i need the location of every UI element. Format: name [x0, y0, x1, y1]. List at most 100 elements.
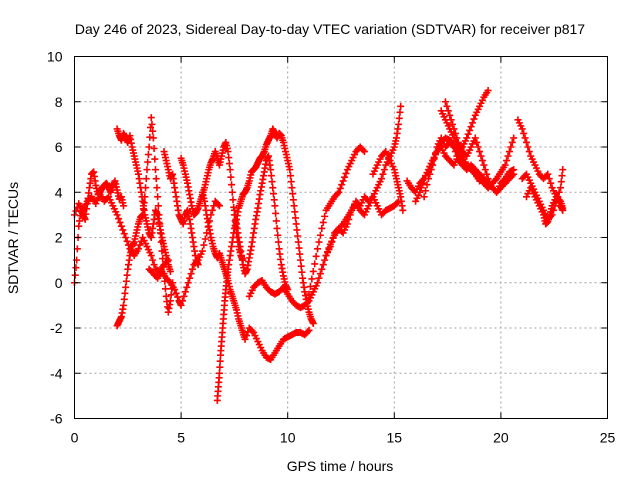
data-point: [158, 247, 166, 255]
data-point: [147, 114, 155, 122]
data-point: [559, 166, 567, 174]
data-point: [464, 130, 472, 138]
data-point: [292, 214, 300, 222]
data-point: [417, 184, 425, 192]
data-point: [312, 252, 320, 260]
data-point: [71, 271, 79, 279]
data-point: [521, 134, 529, 142]
data-point: [447, 116, 455, 124]
data-point: [167, 291, 175, 299]
data-point: [269, 190, 277, 198]
data-point: [224, 148, 232, 156]
data-point: [471, 134, 479, 142]
data-point: [177, 301, 185, 309]
data-point: [152, 166, 160, 174]
data-point: [201, 235, 209, 243]
data-point: [155, 211, 163, 219]
data-point: [308, 275, 316, 283]
data-point: [140, 199, 148, 207]
data-point: [547, 179, 555, 187]
x-axis-label: GPS time / hours: [287, 458, 394, 474]
data-point: [181, 288, 189, 296]
data-point: [139, 211, 147, 219]
x-tick-label: 15: [387, 430, 403, 446]
data-point: [524, 143, 532, 151]
data-point: [154, 202, 162, 210]
data-point: [342, 169, 350, 177]
data-point: [143, 166, 151, 174]
data-point: [139, 205, 147, 213]
data-point: [289, 190, 297, 198]
data-point: [289, 196, 297, 204]
x-tick-label: 25: [600, 430, 616, 446]
data-point: [287, 172, 295, 180]
x-tick-label: 5: [177, 430, 185, 446]
data-series: [71, 86, 567, 404]
data-point: [341, 173, 349, 181]
data-point: [272, 217, 280, 225]
data-point: [270, 196, 278, 204]
data-point: [156, 229, 164, 237]
data-point: [429, 161, 437, 169]
series-arc-13: [322, 102, 405, 260]
data-point: [228, 188, 236, 196]
data-point: [226, 166, 234, 174]
data-point: [557, 178, 565, 186]
data-point: [424, 175, 432, 183]
data-point: [335, 188, 343, 196]
data-point: [555, 188, 563, 196]
data-point: [269, 184, 277, 192]
data-point: [306, 283, 314, 291]
data-point: [522, 138, 530, 146]
data-point: [200, 241, 208, 249]
data-point: [113, 211, 121, 219]
data-point: [117, 222, 125, 230]
data-point: [323, 248, 331, 256]
data-point: [432, 149, 440, 157]
series-arc-19: [441, 98, 518, 196]
data-point: [120, 202, 128, 210]
data-point: [380, 166, 388, 174]
series-arc-10: [230, 152, 292, 294]
data-point: [304, 298, 312, 306]
data-point: [315, 238, 323, 246]
data-point: [134, 245, 142, 253]
y-tick-label: 10: [47, 49, 63, 65]
data-point: [225, 160, 233, 168]
data-point: [166, 267, 174, 275]
data-point: [422, 187, 430, 195]
data-point: [449, 141, 457, 149]
series-arc-14: [369, 148, 407, 214]
data-point: [316, 270, 324, 278]
data-point: [378, 175, 386, 183]
data-point: [157, 238, 165, 246]
data-point: [491, 176, 499, 184]
data-point: [272, 209, 280, 217]
data-point: [480, 161, 488, 169]
data-point: [309, 319, 317, 327]
data-point: [319, 218, 327, 226]
data-point: [267, 166, 275, 174]
data-point: [555, 196, 563, 204]
data-point: [468, 119, 476, 127]
data-point: [336, 184, 344, 192]
data-point: [443, 102, 451, 110]
data-point: [473, 138, 481, 146]
data-point: [172, 289, 180, 297]
data-point: [297, 262, 305, 270]
data-point: [194, 261, 202, 269]
data-point: [322, 252, 330, 260]
data-point: [399, 206, 407, 214]
data-point: [321, 212, 329, 220]
data-point: [338, 181, 346, 189]
data-point: [159, 255, 167, 263]
data-point: [183, 283, 191, 291]
data-point: [544, 170, 552, 178]
data-point: [227, 173, 235, 181]
data-point: [520, 129, 528, 137]
data-point: [395, 114, 403, 122]
data-point: [147, 252, 155, 260]
series-arc-6: [160, 148, 202, 269]
data-point: [159, 262, 167, 270]
